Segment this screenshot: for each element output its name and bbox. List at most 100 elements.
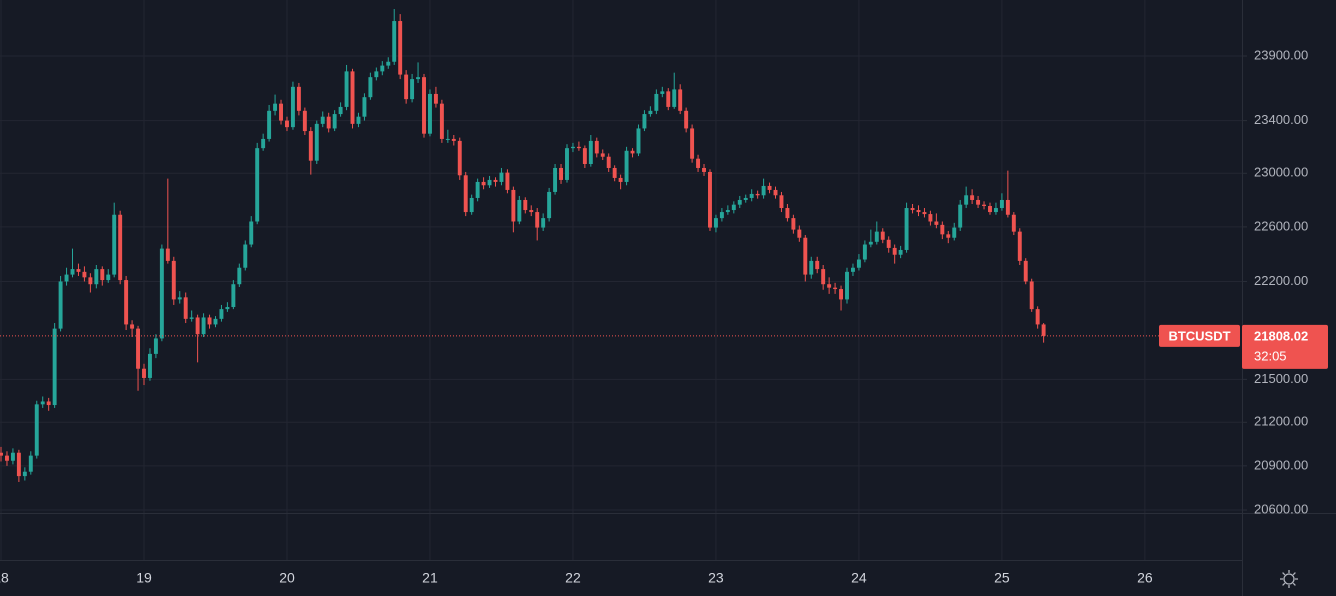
candle-body (296, 86, 301, 111)
candle-body (850, 267, 855, 272)
candle-body (183, 297, 188, 319)
candle-body (559, 167, 564, 180)
candle-body (940, 224, 945, 235)
candle-body (672, 89, 677, 107)
candle-body (52, 328, 57, 406)
candle-body (398, 21, 403, 75)
candle-body (255, 148, 260, 222)
candle-body (547, 191, 552, 219)
candle-body (267, 110, 272, 139)
candle-body (308, 131, 313, 161)
candle-body (719, 212, 724, 219)
candle-body (702, 167, 706, 172)
candle-body (40, 401, 45, 405)
candle-body (582, 148, 587, 164)
x-tick-label: 23 (708, 570, 724, 586)
grid (0, 0, 1242, 560)
x-tick-label: 18 (0, 570, 9, 586)
candle-body (767, 185, 772, 190)
price-badges: BTCUSDT 21808.02 32:05 (1159, 324, 1328, 369)
candle-body (28, 455, 33, 472)
x-tick-label: 21 (422, 570, 438, 586)
candle-body (761, 185, 766, 196)
candle-body (410, 79, 415, 100)
candle-body (588, 140, 593, 164)
y-tick-label: 22200.00 (1254, 273, 1308, 288)
candle-body (469, 197, 474, 213)
candle-body (1029, 281, 1034, 310)
candle-body (993, 208, 998, 213)
y-tick-label: 23400.00 (1254, 112, 1308, 127)
candle-body (612, 167, 617, 178)
candle-body (439, 103, 444, 139)
candle-body (797, 229, 802, 238)
candle-body (225, 307, 230, 310)
candle-body (1011, 214, 1016, 232)
candle-body (213, 318, 218, 325)
candle-body (416, 77, 421, 80)
candle-body (755, 193, 760, 196)
candle-body (642, 114, 647, 129)
candle-body (279, 103, 283, 121)
candle-body (22, 471, 27, 477)
candle-body (606, 156, 611, 168)
candle-body (535, 212, 540, 228)
candle-body (982, 204, 986, 207)
candle-body (862, 244, 867, 260)
candle-body (82, 271, 87, 278)
candle-body (171, 260, 176, 300)
candle-body (1017, 231, 1022, 261)
candle-body (219, 309, 224, 319)
candle-body (320, 116, 325, 124)
candle-body (58, 281, 63, 329)
candle-body (570, 146, 575, 149)
candle-body (594, 140, 599, 154)
candle-body (696, 158, 701, 168)
candle-body (976, 199, 981, 205)
candle-body (749, 193, 754, 198)
x-tick-label: 24 (851, 570, 867, 586)
candle-body (195, 317, 200, 335)
candle-body (892, 247, 897, 255)
candle-body (46, 401, 51, 406)
candle-body (487, 179, 492, 186)
candle-body (445, 138, 450, 140)
candle-body (785, 208, 790, 219)
settings-icon[interactable] (1280, 570, 1298, 588)
candle-body (165, 248, 170, 261)
candle-body (451, 138, 456, 141)
y-tick-label: 20600.00 (1254, 501, 1308, 516)
candle-body (177, 297, 182, 300)
last-price-label: 21808.02 (1254, 328, 1308, 343)
candle-body (779, 195, 784, 209)
candle-body (499, 172, 504, 182)
candle-body (618, 177, 623, 182)
y-tick-label: 22600.00 (1254, 218, 1308, 233)
y-tick-label: 21200.00 (1254, 414, 1308, 429)
candle-body (708, 171, 712, 228)
candle-body (344, 71, 349, 107)
candle-body (684, 110, 689, 129)
candle-body (124, 280, 129, 325)
candle-body (326, 116, 331, 129)
candle-body (386, 61, 391, 66)
candle-body (273, 103, 278, 111)
candle-body (934, 221, 939, 225)
candle-body (130, 324, 135, 329)
candle-body (243, 244, 248, 268)
candle-body (791, 218, 796, 230)
x-tick-label: 22 (565, 570, 581, 586)
candle-body (153, 338, 158, 354)
x-tick-label: 20 (279, 570, 295, 586)
candle-body (94, 269, 99, 285)
x-tick-label: 25 (994, 570, 1010, 586)
candle-body (76, 269, 81, 272)
candle-body (112, 214, 117, 275)
candle-body (999, 199, 1004, 209)
candle-body (505, 172, 510, 190)
candle-body (946, 234, 951, 238)
candle-body (16, 452, 21, 477)
candle-body (422, 77, 426, 134)
candle-body (928, 214, 933, 222)
